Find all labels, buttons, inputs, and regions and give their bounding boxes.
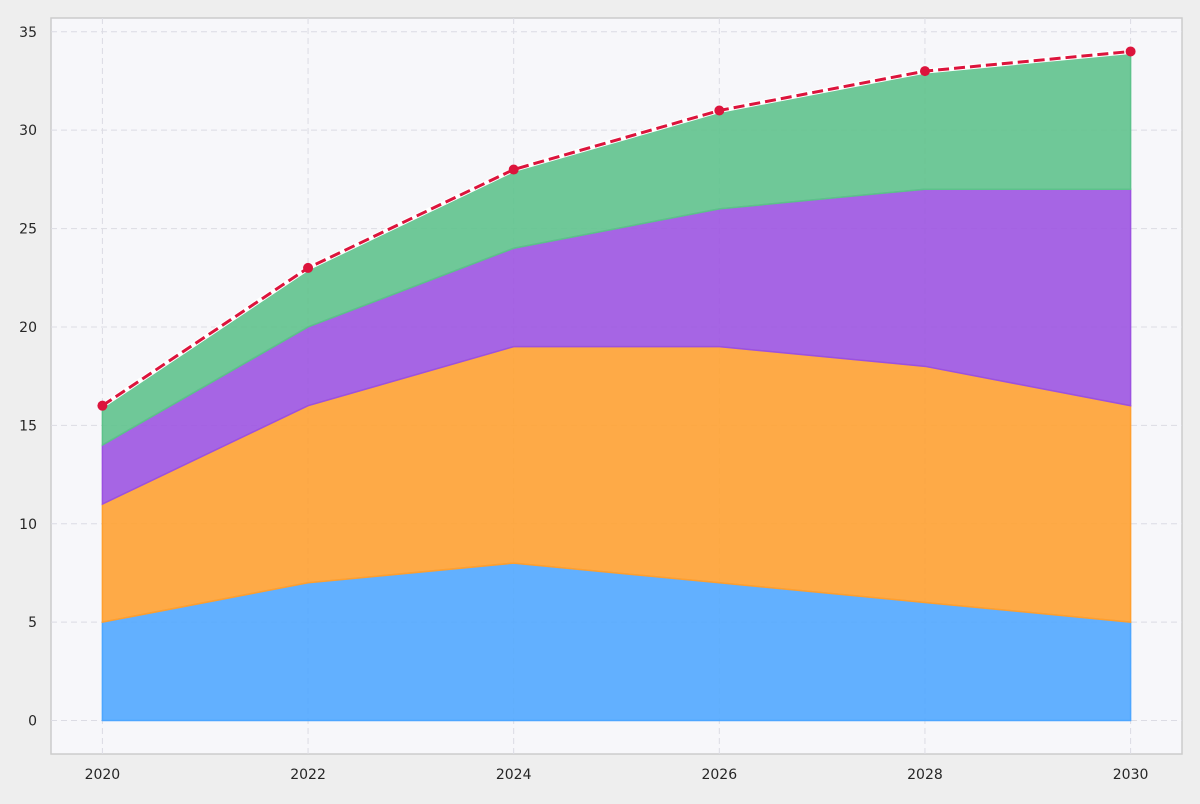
x-tick-label: 2024 (496, 767, 532, 783)
total-point (919, 66, 930, 77)
total-point (508, 164, 519, 175)
x-tick-label: 2026 (701, 767, 737, 783)
x-axis-tick-labels: 2020 2022 2024 2026 2028 2030 (85, 767, 1149, 783)
x-tick-label: 2030 (1113, 767, 1149, 783)
total-line-layer (97, 46, 1136, 411)
total-point (1125, 46, 1136, 57)
y-tick-label: 25 (19, 222, 37, 238)
y-tick-label: 30 (19, 123, 37, 139)
y-tick-label: 35 (19, 25, 37, 41)
total-point (97, 400, 108, 411)
total-point (714, 105, 725, 116)
x-tick-label: 2022 (290, 767, 326, 783)
total-line (101, 49, 1131, 407)
x-tick-label: 2020 (85, 767, 121, 783)
total-point (303, 262, 314, 273)
y-tick-label: 15 (19, 418, 37, 434)
y-axis-tick-labels: 0 5 10 15 20 25 30 35 (19, 25, 37, 730)
area-series (101, 50, 1132, 722)
y-tick-label: 0 (28, 714, 37, 730)
y-tick-label: 20 (19, 320, 37, 336)
x-tick-label: 2028 (907, 767, 943, 783)
y-tick-label: 5 (28, 615, 37, 631)
y-tick-label: 10 (19, 517, 37, 533)
